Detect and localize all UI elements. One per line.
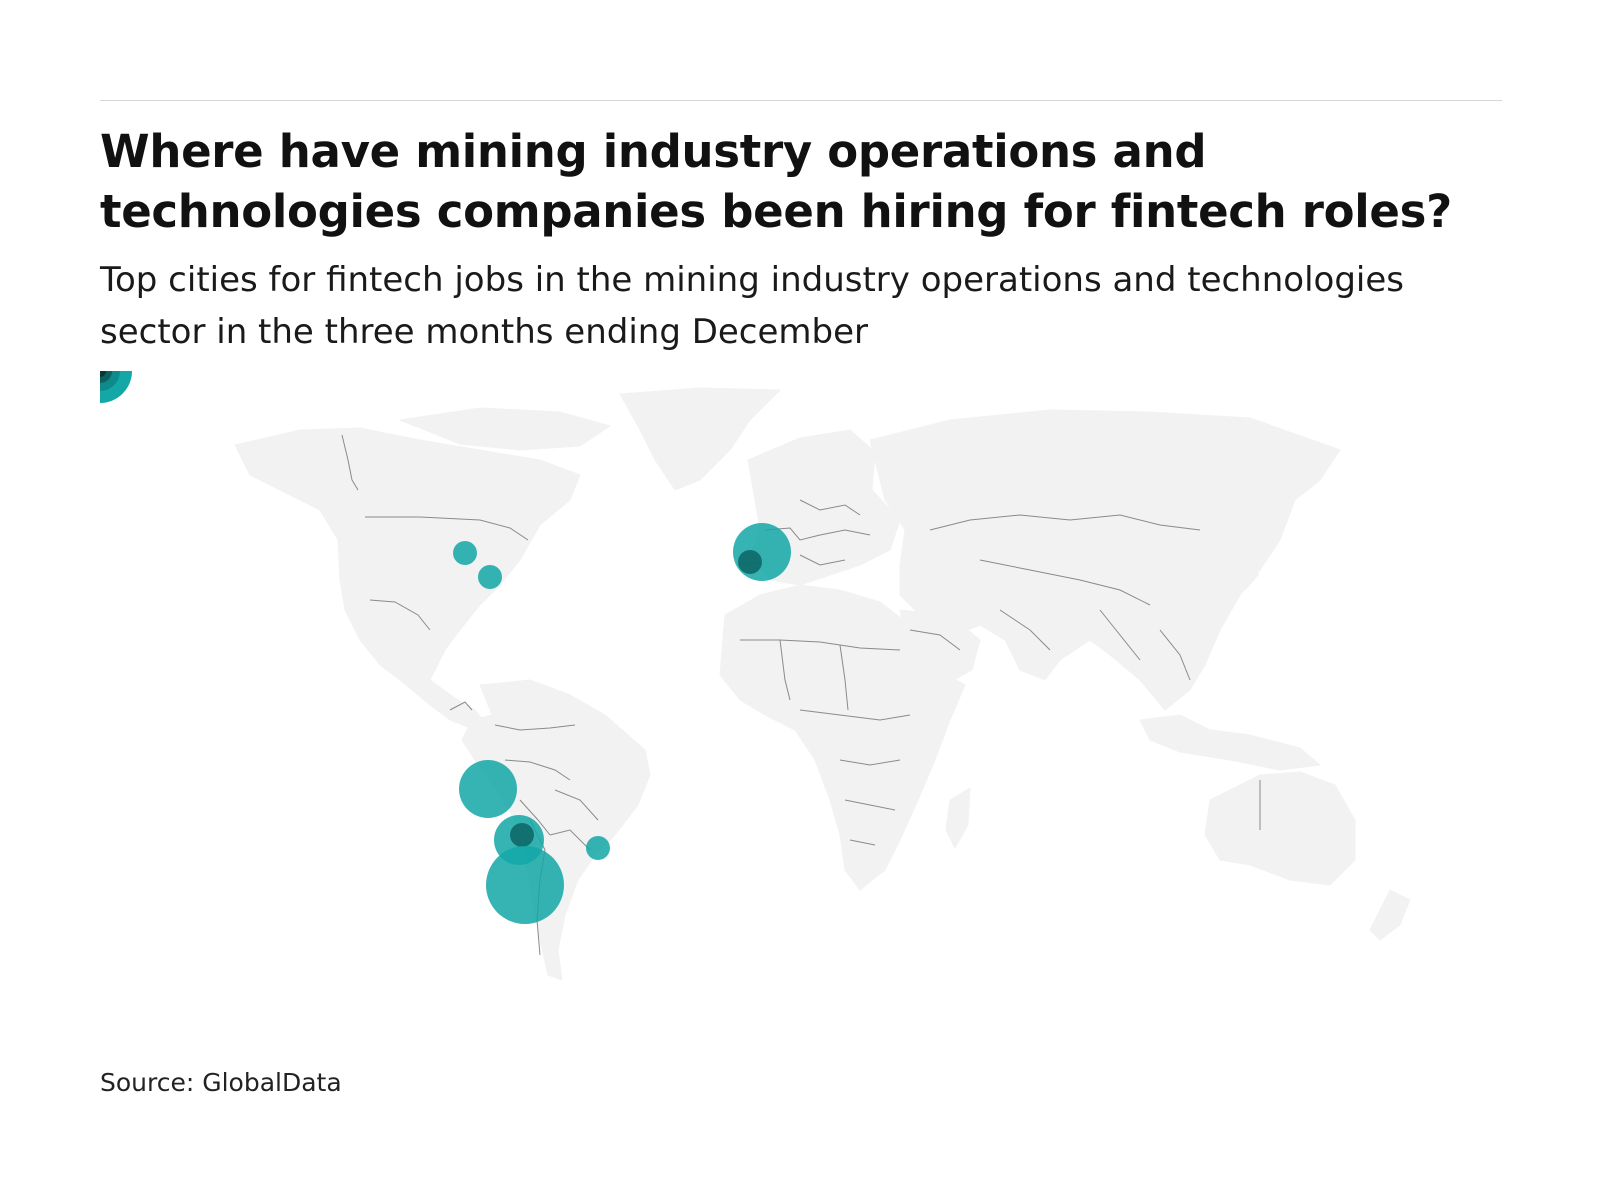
bubble-chile-santiago[interactable] [486, 846, 564, 924]
city-bubbles [453, 523, 791, 924]
bubble-brazil-south[interactable] [586, 836, 610, 860]
source-note: Source: GlobalData [100, 1068, 342, 1097]
land-masses [234, 387, 1411, 981]
bubble-us-east[interactable] [478, 565, 502, 589]
header-rule [100, 100, 1502, 101]
bubble-chile-overlap[interactable] [510, 823, 534, 847]
bubble-spain-madrid[interactable] [733, 523, 791, 581]
world-map [234, 387, 1411, 981]
bubble-peru-lima[interactable] [459, 760, 517, 818]
map-subtitle: Top cities for fintech jobs in the minin… [100, 260, 1404, 352]
bubble-us-chicago[interactable] [453, 541, 477, 565]
bubble-spain-overlap[interactable] [738, 550, 762, 574]
map-title: Where have mining industry operations an… [100, 125, 1452, 238]
bubble-size-legend-icon[interactable] [100, 371, 136, 407]
